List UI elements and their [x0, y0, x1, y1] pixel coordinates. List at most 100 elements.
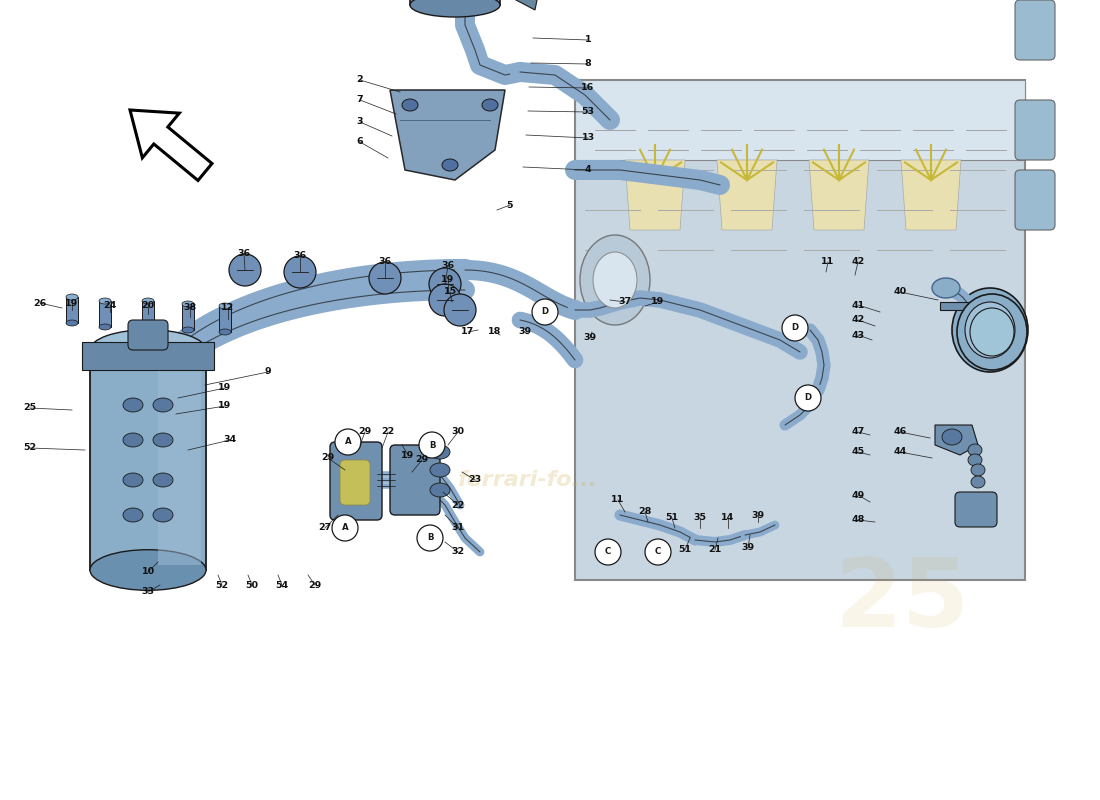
Ellipse shape	[123, 398, 143, 412]
Circle shape	[645, 539, 671, 565]
Text: 21: 21	[708, 546, 722, 554]
Ellipse shape	[593, 252, 637, 308]
Polygon shape	[99, 301, 111, 327]
Text: 34: 34	[223, 435, 236, 445]
Ellipse shape	[968, 444, 982, 456]
Text: D: D	[791, 323, 799, 333]
Text: 6: 6	[356, 138, 363, 146]
Text: 52: 52	[23, 443, 36, 453]
Circle shape	[595, 539, 621, 565]
FancyBboxPatch shape	[1015, 170, 1055, 230]
Text: C: C	[654, 547, 661, 557]
Ellipse shape	[368, 262, 402, 294]
Ellipse shape	[284, 256, 316, 288]
Text: 53: 53	[582, 107, 594, 117]
Text: 1: 1	[585, 35, 592, 45]
Polygon shape	[182, 304, 194, 330]
Ellipse shape	[442, 159, 458, 171]
Text: 16: 16	[582, 83, 595, 93]
Text: 19: 19	[441, 275, 454, 285]
Text: 54: 54	[275, 581, 288, 590]
Text: 25: 25	[834, 554, 970, 646]
Text: 11: 11	[612, 495, 625, 505]
Ellipse shape	[932, 278, 960, 298]
FancyBboxPatch shape	[330, 442, 382, 520]
Ellipse shape	[142, 324, 154, 330]
Text: 37: 37	[618, 298, 631, 306]
Text: 2: 2	[356, 75, 363, 85]
Text: 13: 13	[582, 134, 595, 142]
Text: 43: 43	[851, 330, 865, 339]
Text: 14: 14	[722, 514, 735, 522]
Ellipse shape	[968, 454, 982, 466]
Text: 39: 39	[518, 327, 531, 337]
Text: 22: 22	[382, 427, 395, 437]
Polygon shape	[497, 0, 537, 10]
Text: 25: 25	[23, 403, 36, 413]
Polygon shape	[575, 80, 1025, 580]
Text: 52: 52	[216, 581, 229, 590]
Ellipse shape	[444, 294, 476, 326]
Ellipse shape	[402, 99, 418, 111]
Ellipse shape	[957, 294, 1027, 370]
FancyBboxPatch shape	[1015, 0, 1055, 60]
Polygon shape	[901, 160, 961, 230]
Text: 29: 29	[359, 427, 372, 437]
Circle shape	[332, 515, 358, 541]
Ellipse shape	[182, 327, 194, 333]
Text: ferrari-fo...: ferrari-fo...	[458, 470, 598, 490]
Text: C: C	[605, 547, 612, 557]
Polygon shape	[219, 306, 231, 332]
Text: 27: 27	[318, 523, 331, 533]
Ellipse shape	[942, 429, 962, 445]
FancyArrow shape	[130, 110, 212, 181]
Text: D: D	[541, 307, 549, 317]
Text: A: A	[344, 438, 351, 446]
Text: 31: 31	[451, 523, 464, 533]
Text: 11: 11	[822, 258, 835, 266]
Text: 51: 51	[679, 546, 692, 554]
Text: 48: 48	[851, 515, 865, 525]
Text: 9: 9	[265, 367, 272, 377]
Text: 32: 32	[451, 547, 464, 557]
Text: D: D	[804, 394, 812, 402]
Text: 29: 29	[308, 581, 321, 590]
Text: 36: 36	[294, 251, 307, 261]
Text: 38: 38	[184, 302, 197, 311]
Ellipse shape	[965, 302, 1015, 358]
Text: 51: 51	[666, 514, 679, 522]
Text: 3: 3	[356, 118, 363, 126]
Ellipse shape	[429, 284, 461, 316]
Text: 23: 23	[469, 475, 482, 485]
Ellipse shape	[66, 294, 78, 300]
Ellipse shape	[952, 288, 1028, 372]
FancyBboxPatch shape	[955, 492, 997, 527]
Text: 10: 10	[142, 567, 155, 577]
Text: A: A	[342, 523, 349, 533]
Polygon shape	[90, 350, 206, 570]
Ellipse shape	[410, 0, 500, 17]
Ellipse shape	[482, 99, 498, 111]
Ellipse shape	[90, 550, 206, 590]
Text: 5: 5	[507, 201, 514, 210]
Polygon shape	[935, 425, 978, 455]
Text: 35: 35	[693, 514, 706, 522]
Text: 20: 20	[142, 301, 155, 310]
Polygon shape	[158, 355, 201, 565]
Text: 29: 29	[416, 455, 429, 465]
Ellipse shape	[90, 330, 206, 370]
Text: 39: 39	[751, 510, 764, 519]
Text: 7: 7	[356, 95, 363, 105]
Text: 39: 39	[741, 543, 755, 553]
Text: 24: 24	[103, 301, 117, 310]
Ellipse shape	[66, 320, 78, 326]
Circle shape	[336, 429, 361, 455]
Text: 33: 33	[142, 587, 154, 597]
Text: 36: 36	[441, 262, 454, 270]
Text: 39: 39	[583, 334, 596, 342]
Text: 45: 45	[851, 447, 865, 457]
Text: 19: 19	[65, 298, 78, 307]
Text: 26: 26	[33, 298, 46, 307]
Text: 46: 46	[893, 427, 906, 437]
Circle shape	[782, 315, 808, 341]
